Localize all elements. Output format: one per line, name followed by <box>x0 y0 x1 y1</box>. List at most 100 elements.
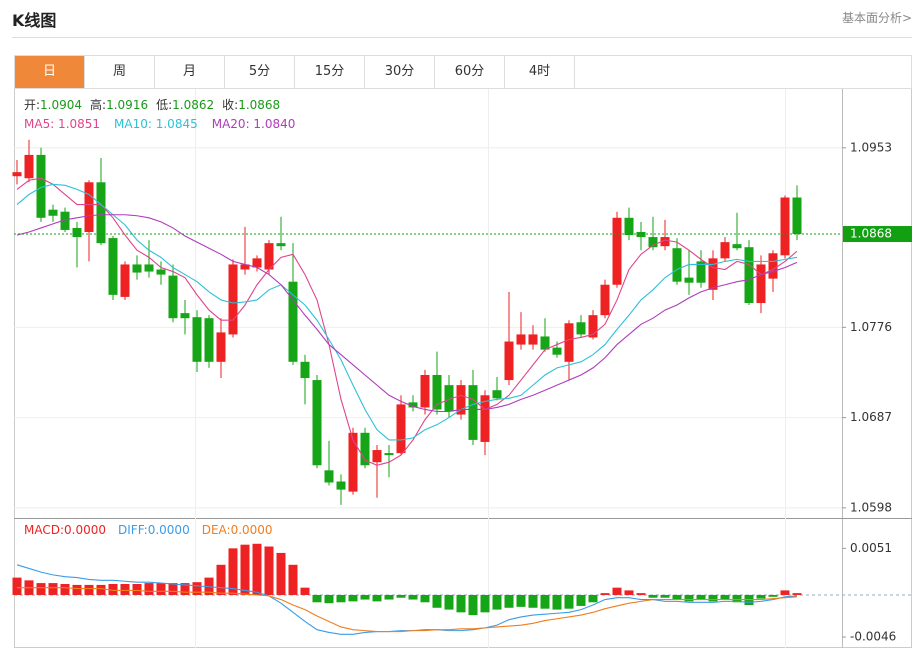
candle-body <box>180 313 190 319</box>
period-tab[interactable]: 30分 <box>365 56 435 88</box>
macd-bar <box>672 594 682 600</box>
candle-body <box>756 264 766 303</box>
y-tick-label: 1.0687 <box>850 410 892 424</box>
period-tab[interactable]: 周 <box>85 56 155 88</box>
candle-body <box>168 275 178 319</box>
ma-line <box>16 214 798 413</box>
macd-bar <box>528 594 538 608</box>
period-tab[interactable]: 15分 <box>295 56 365 88</box>
candle-body <box>384 453 394 456</box>
macd-bar <box>420 594 430 603</box>
macd-bar <box>756 594 766 599</box>
macd-bar <box>516 594 526 607</box>
macd-bar <box>468 594 478 616</box>
macd-bar <box>216 564 226 595</box>
y-tick-label: 1.0776 <box>850 320 892 334</box>
period-tab[interactable]: 月 <box>155 56 225 88</box>
candle-body <box>612 217 622 285</box>
candle-body <box>12 172 22 177</box>
legend-entry: MA10: 1.0845 <box>114 117 198 131</box>
info-label: 开: <box>24 98 40 112</box>
info-label: 低: <box>156 98 172 112</box>
candle-body <box>360 432 370 466</box>
candle-body <box>336 481 346 490</box>
macd-bar <box>792 593 802 595</box>
candle-body <box>468 385 478 440</box>
macd-bar <box>732 594 742 603</box>
candle-body <box>192 317 202 362</box>
macd-bar <box>60 584 70 595</box>
candle-body <box>48 209 58 216</box>
period-tab[interactable]: 日 <box>15 56 85 88</box>
macd-bar <box>324 594 334 604</box>
candle-body <box>300 361 310 379</box>
period-tab[interactable]: 60分 <box>435 56 505 88</box>
candle-body <box>60 211 70 230</box>
candle-body <box>528 334 538 345</box>
period-tab[interactable]: 5分 <box>225 56 295 88</box>
candle-body <box>732 244 742 249</box>
candle-body <box>636 231 646 238</box>
macd-bar <box>576 594 586 606</box>
macd-line <box>17 587 798 633</box>
candle-body <box>420 374 430 408</box>
legend-entry: MACD:0.0000 <box>24 523 106 537</box>
ma-legend: MA5: 1.0851 MA10: 1.0845 MA20: 1.0840 <box>24 117 295 131</box>
last-price-label: 1.0868 <box>850 227 892 241</box>
candle-body <box>276 243 286 247</box>
candle-body <box>408 402 418 408</box>
y-tick-label: 1.0598 <box>850 500 892 514</box>
macd-bar <box>48 583 58 595</box>
candle-body <box>240 264 250 270</box>
candle-body <box>84 182 94 232</box>
y-tick-label: 1.0953 <box>850 140 892 154</box>
macd-bar <box>708 594 718 602</box>
macd-bar <box>36 583 46 595</box>
candle-body <box>744 247 754 303</box>
chart-frame <box>14 88 912 648</box>
candle-body <box>72 227 82 238</box>
macd-bar <box>504 594 514 608</box>
candle-body <box>780 197 790 256</box>
candle-body <box>108 238 118 295</box>
candle-body <box>144 264 154 272</box>
macd-bar <box>264 546 274 595</box>
macd-bar <box>588 594 598 603</box>
macd-bar <box>384 594 394 600</box>
macd-bar <box>12 577 22 595</box>
info-value: 1.0868 <box>238 98 280 112</box>
macd-bar <box>564 594 574 609</box>
candle-body <box>672 248 682 282</box>
ma-line <box>16 177 798 466</box>
macd-bar <box>300 587 310 595</box>
macd-bar <box>696 594 706 600</box>
candle-body <box>288 281 298 362</box>
candle-body <box>540 336 550 350</box>
macd-bar <box>180 583 190 595</box>
macd-bar <box>600 593 610 595</box>
fundamental-link[interactable]: 基本面分析> <box>841 11 912 25</box>
candle-body <box>588 315 598 338</box>
macd-bar <box>648 594 658 598</box>
legend-entry: MA5: 1.0851 <box>24 117 100 131</box>
candle-body <box>312 380 322 466</box>
info-value: 1.0916 <box>106 98 148 112</box>
info-value: 1.0904 <box>40 98 82 112</box>
period-tab[interactable]: 4时 <box>505 56 575 88</box>
y-tick-label: 0.0051 <box>850 541 892 555</box>
candle-body <box>96 182 106 244</box>
macd-bar <box>228 548 238 595</box>
candle-body <box>24 154 34 179</box>
candle-body <box>720 242 730 259</box>
macd-bar <box>612 587 622 595</box>
macd-bar <box>636 593 646 595</box>
candle-body <box>624 217 634 236</box>
candle-body <box>132 264 142 273</box>
macd-bar <box>132 584 142 595</box>
candle-body <box>696 261 706 283</box>
candle-body <box>204 318 214 362</box>
macd-bar <box>192 582 202 595</box>
macd-bar <box>624 590 634 595</box>
candle-body <box>576 322 586 335</box>
